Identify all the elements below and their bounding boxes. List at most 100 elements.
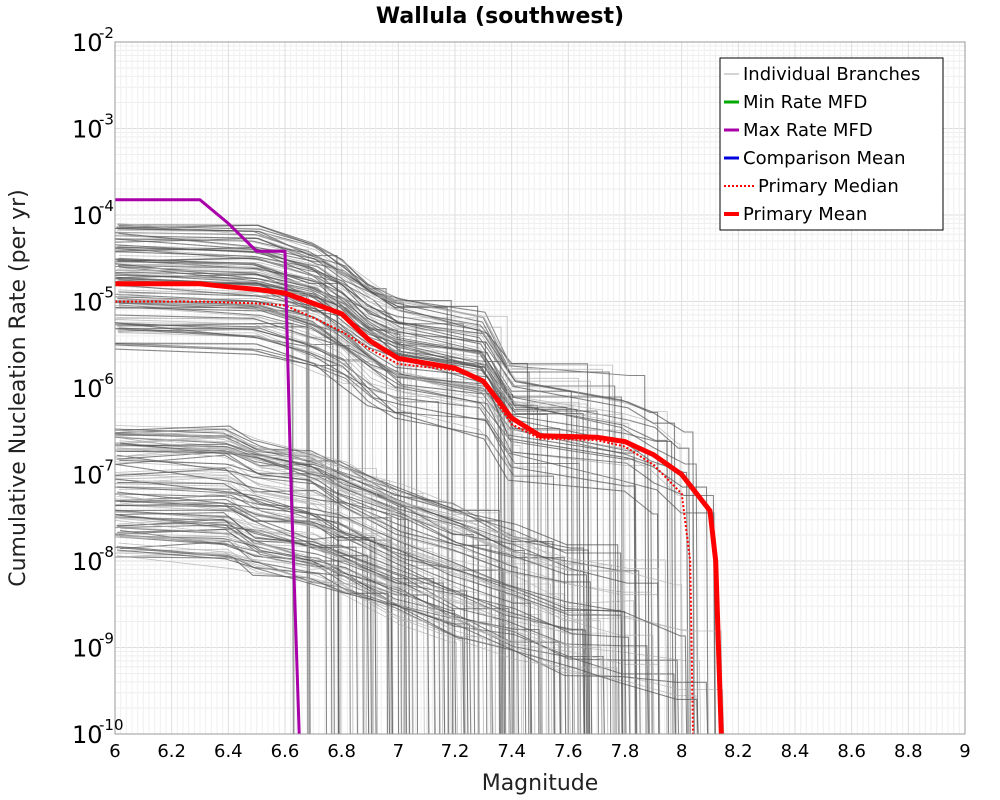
plot-frame [114,41,966,735]
branch-line [115,258,340,734]
branch-line [115,466,654,734]
branch-line [115,500,533,734]
x-tick-label: 7.2 [441,741,470,762]
branch-line [115,448,374,734]
branch-line [117,224,389,734]
branch-line [115,463,520,734]
branch-line [117,551,619,734]
y-tick-label: 10 [72,29,103,57]
branch-line [117,433,392,734]
branch-line [119,498,377,734]
x-tick-label: 6.4 [214,741,243,762]
x-tick-label: 7 [393,741,404,762]
branch-line [115,318,375,734]
legend-box [719,57,944,231]
branch-line [115,444,582,734]
legend: Individual Branches Min Rate MFD Max Rate … [719,57,944,231]
branch-line [119,459,589,734]
branch-line [115,238,328,734]
y-tick-exponent: -2 [99,24,114,42]
x-tick-label: 8.2 [724,741,753,762]
branch-line [115,429,379,734]
y-tick-label: 10 [72,462,103,490]
branch-line [115,536,660,734]
branch-line [120,536,472,734]
branch-line [115,237,480,734]
x-tick-label: 9 [959,741,970,762]
branch-line [115,224,590,734]
branch-line [117,246,488,734]
branch-line [116,328,638,734]
branch-line [120,437,661,734]
branch-line [115,467,593,734]
branch-line [118,305,522,734]
branch-line [115,324,443,734]
branch-line [116,230,542,734]
y-tick-label: 10 [72,721,103,749]
branch-line [115,512,469,734]
series-line-max-rate-mfd [115,198,301,734]
branch-line [116,549,699,734]
y-tick-exponent: -4 [99,197,114,215]
branch-line [115,519,571,734]
x-tick-label: 6.2 [157,741,186,762]
branch-line [115,228,450,734]
legend-label: Individual Branches [743,64,920,85]
y-tick-exponent: -5 [99,284,114,302]
y-tick-exponent: -9 [99,630,114,648]
x-tick-label: 8 [676,741,687,762]
series-line-primary-mean [115,281,724,734]
branch-line [116,447,614,734]
branch-line [115,322,716,734]
y-tick-exponent: -10 [99,716,124,734]
branch-line [120,527,680,734]
branch-line [115,486,688,734]
branch-line [117,481,627,734]
branch-line [115,498,655,734]
individual-branches [115,223,725,734]
legend-label: Comparison Mean [743,148,906,169]
branch-line [115,552,485,734]
y-tick-label: 10 [72,202,103,230]
x-tick-label: 8.6 [837,741,866,762]
branch-line [115,535,603,734]
y-tick-label: 10 [72,635,103,663]
y-ticks: 10-210-310-410-510-610-710-810-910-10 [72,24,124,749]
branch-line [115,511,373,734]
x-axis-label: Magnitude [482,771,599,796]
x-ticks: 6 6.2 6.4 6.6 6.8 7 7.2 7.4 7.6 7.8 8 8.2 8.4 8.6 8.8 9 [109,741,970,762]
branch-line [115,247,660,734]
legend-label: Min Rate MFD [743,92,867,113]
branch-line [117,537,542,734]
branch-line [115,434,502,734]
branch-line [115,436,469,734]
y-tick-label: 10 [72,375,103,403]
branch-line [119,517,506,734]
legend-label: Primary Median [758,176,899,197]
branch-line [116,316,342,734]
x-tick-label: 6.6 [271,741,300,762]
x-tick-label: 7.6 [554,741,583,762]
x-tick-label: 7.8 [611,741,640,762]
branch-line [115,476,636,734]
series-layer [115,198,724,734]
branch-line [117,458,394,734]
legend-label: Max Rate MFD [743,120,873,141]
branch-line [115,343,368,734]
y-tick-exponent: -3 [99,111,114,129]
branch-line [115,425,620,734]
branch-line [115,474,366,734]
branch-line [118,291,309,734]
x-tick-label: 8.4 [781,741,810,762]
y-tick-exponent: -6 [99,370,114,388]
branch-line [116,237,503,734]
branch-line [115,553,452,734]
y-tick-label: 10 [72,116,103,144]
branch-line [117,450,555,734]
y-tick-exponent: -8 [99,543,114,561]
chart-title: Wallula (southwest) [376,4,624,29]
x-tick-label: 6 [109,741,120,762]
branch-line [115,299,511,734]
branch-line [118,322,492,734]
